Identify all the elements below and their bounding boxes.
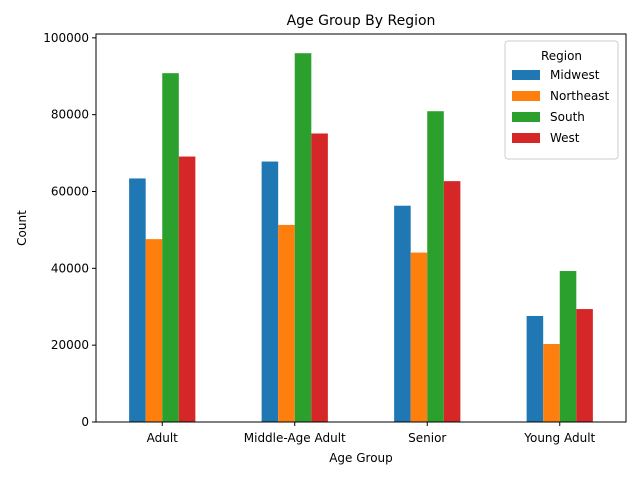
y-tick-label: 80000 [51,108,89,122]
axes-group: 0 20000 40000 60000 80000 100000 Adult Middle-A… [43,31,627,445]
bar-south-adult [162,73,179,423]
bar-midwest-young-adult [526,315,544,422]
y-axis-label: Count [15,210,29,246]
x-axis-label: Age Group [329,451,393,465]
bar-west-middle-age-adult [311,133,328,423]
bar-west-adult [178,156,196,422]
legend-swatch-midwest [512,70,540,80]
y-tick-label: 100000 [43,31,89,45]
y-tick-label: 40000 [51,261,89,275]
bar-northeast-middle-age-adult [278,224,295,422]
bar-south-middle-age-adult [294,53,312,423]
y-tick-label: 0 [81,415,89,429]
plot-frame [95,33,627,423]
bar-midwest-middle-age-adult [261,161,279,422]
y-tick-label: 60000 [51,185,89,199]
bar-northeast-young-adult [543,344,560,422]
bar-west-young-adult [576,309,593,422]
legend-swatch-west [512,133,540,143]
legend-swatch-northeast [512,91,540,101]
bar-northeast-adult [145,239,163,422]
bar-west-senior [443,181,461,422]
x-tick-label: Young Adult [523,431,595,445]
bar-northeast-senior [410,252,428,422]
legend-swatch-south [512,112,540,122]
legend-label-northeast: Northeast [550,89,610,103]
bar-south-senior [427,111,444,422]
legend: Region Midwest Northeast South West [504,40,619,160]
bar-midwest-adult [129,178,146,422]
x-tick-label: Middle-Age Adult [244,431,346,445]
y-tick-label: 20000 [51,338,89,352]
legend-title: Region [541,49,582,63]
bars-group [129,53,593,423]
bar-midwest-senior [394,205,411,422]
chart-title: Age Group By Region [287,13,436,29]
bar-south-young-adult [559,271,577,422]
legend-label-midwest: Midwest [550,68,600,82]
x-tick-label: Senior [408,431,446,445]
legend-label-south: South [550,110,585,124]
legend-label-west: West [550,131,580,145]
x-tick-label: Adult [147,431,179,445]
